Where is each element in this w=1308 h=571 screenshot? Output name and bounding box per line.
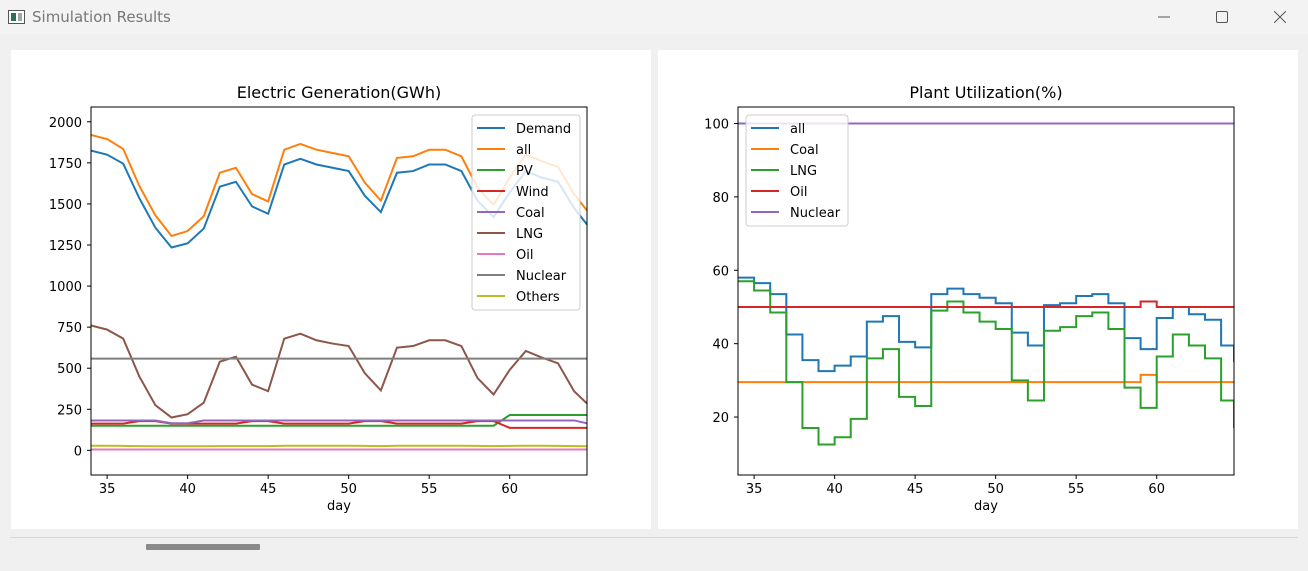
utilization-chart-canvas: Plant Utilization(%) 35 40 45 50 55 60 20 40 60 80…: [658, 50, 1298, 529]
y-tick-label: 1750: [49, 157, 82, 172]
series-line-coal: [738, 373, 1234, 384]
series-group: [91, 133, 587, 451]
y-tick-label: 1250: [49, 239, 82, 254]
y-tick-label: 1000: [49, 280, 82, 295]
series-line-lng: [738, 280, 1234, 446]
legend-label-nuclear: Nuclear: [790, 206, 841, 221]
legend-label-lng: LNG: [516, 227, 543, 242]
window-title: Simulation Results: [32, 8, 171, 26]
legend-label-wind: Wind: [516, 185, 549, 200]
x-tick-label: 40: [826, 482, 843, 497]
y-tick-label: 100: [704, 118, 729, 133]
x-tick-label: 55: [421, 482, 438, 497]
chart-title: Electric Generation(GWh): [237, 83, 441, 102]
x-tick-label: 35: [746, 482, 763, 497]
x-tick-label: 55: [1068, 482, 1085, 497]
x-tick-label: 40: [179, 482, 196, 497]
legend-label-pv: PV: [516, 164, 533, 179]
y-tick-label: 0: [74, 444, 82, 459]
y-tick-label: 1500: [49, 198, 82, 213]
x-tick-label: 60: [501, 482, 518, 497]
series-line-all: [738, 276, 1234, 373]
plot-frame: [90, 106, 588, 476]
window-titlebar: Simulation Results: [0, 0, 1308, 34]
legend: [471, 114, 581, 311]
series-line-lng: [91, 324, 587, 419]
x-tick-label: 60: [1148, 482, 1165, 497]
minimize-button[interactable]: [1135, 0, 1193, 34]
minimize-icon: [1158, 16, 1170, 18]
y-tick-label: 500: [57, 362, 82, 377]
app-icon: [8, 10, 25, 24]
y-tick-label: 20: [712, 411, 729, 426]
y-tick-label: 750: [57, 321, 82, 336]
x-axis-label: day: [327, 499, 351, 514]
close-icon: [1274, 11, 1286, 23]
legend-label-others: Others: [516, 290, 560, 305]
maximize-icon: [1216, 11, 1228, 23]
legend-label-lng: LNG: [790, 164, 817, 179]
x-tick-label: 50: [987, 482, 1004, 497]
chart-title: Plant Utilization(%): [909, 83, 1062, 102]
y-tick-label: 2000: [49, 116, 82, 131]
series-line-oil: [738, 300, 1234, 308]
x-axis-label: day: [974, 499, 998, 514]
x-tick-label: 50: [340, 482, 357, 497]
legend: [745, 114, 849, 227]
legend-label-coal: Coal: [516, 206, 545, 221]
y-tick-label: 80: [712, 191, 729, 206]
y-tick-label: 40: [712, 338, 729, 353]
maximize-button[interactable]: [1193, 0, 1251, 34]
generation-chart: Electric Generation(GWh) 35 40 45 50 55 60 0 250…: [49, 83, 588, 514]
scrollbar-track: [10, 537, 1298, 538]
series-line-coal: [91, 419, 587, 425]
y-tick-label: 250: [57, 403, 82, 418]
scrollbar-thumb[interactable]: [146, 544, 260, 550]
legend-label-all: all: [516, 143, 531, 158]
close-button[interactable]: [1251, 0, 1308, 34]
legend-label-all: all: [790, 122, 805, 137]
legend-label-demand: Demand: [516, 122, 571, 137]
plot-frame: [737, 106, 1235, 476]
x-tick-label: 35: [99, 482, 116, 497]
x-tick-label: 45: [907, 482, 924, 497]
legend-label-oil: Oil: [790, 185, 807, 200]
legend-label-coal: Coal: [790, 143, 819, 158]
generation-chart-canvas: Electric Generation(GWh) 35 40 45 50 55 60 0 250…: [11, 50, 651, 529]
x-tick-label: 45: [260, 482, 277, 497]
y-tick-label: 60: [712, 264, 729, 279]
bottom-panel: [0, 530, 1308, 571]
legend-label-oil: Oil: [516, 248, 533, 263]
utilization-chart: Plant Utilization(%) 35 40 45 50 55 60 20 40 60 80…: [704, 83, 1235, 514]
series-line-pv: [91, 414, 587, 427]
legend-label-nuclear: Nuclear: [516, 269, 567, 284]
